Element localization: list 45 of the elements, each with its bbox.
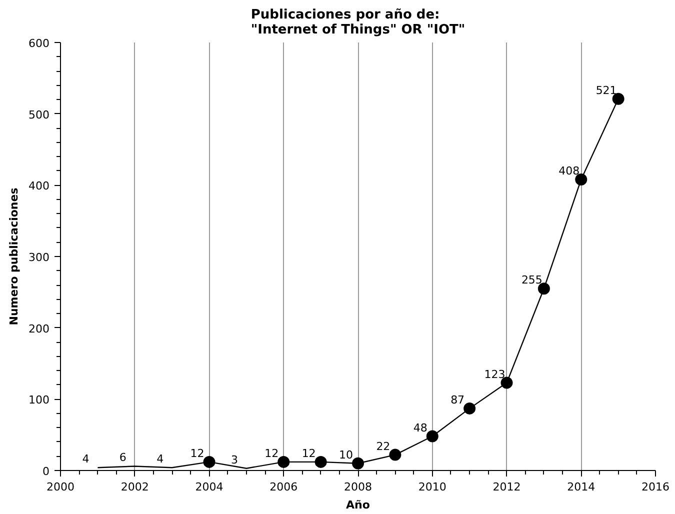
point: [314, 456, 327, 468]
y-tick-label: 500: [28, 108, 50, 122]
x-axis-title: Año: [346, 498, 370, 512]
data-label: 12: [302, 446, 316, 460]
point: [612, 92, 624, 105]
x-tick-label: 2004: [195, 480, 224, 494]
point: [278, 456, 290, 468]
y-tick-label: 200: [28, 322, 50, 336]
data-label: 3: [230, 453, 238, 466]
y-tick-label: 300: [28, 251, 50, 264]
y-tick-label: 100: [28, 394, 50, 407]
data-label: 255: [521, 274, 542, 287]
point: [203, 456, 216, 468]
point: [464, 402, 476, 414]
data-label: 48: [413, 421, 428, 434]
x-tick-label: 2008: [344, 480, 372, 494]
x-tick-label: 2006: [270, 480, 298, 494]
data-label: 6: [119, 451, 126, 464]
point: [500, 376, 513, 389]
point: [426, 430, 438, 442]
x-tick-label: 2014: [567, 480, 596, 494]
chart-title: Publicaciones por año de: "Internet of Things" OR "IOT": [250, 8, 466, 38]
data-label: 87: [450, 393, 465, 406]
data-label: 12: [264, 446, 279, 460]
point: [575, 173, 588, 186]
data-label: 22: [376, 440, 390, 453]
x-tick-label: 2016: [642, 480, 670, 494]
y-tick-label: 0: [42, 465, 50, 478]
data-label: 4: [82, 452, 90, 466]
x-tick-label: 2012: [492, 480, 521, 494]
y-axis-title: Numero publicaciones: [8, 187, 21, 326]
point: [389, 448, 402, 461]
x-tick-label: 2010: [418, 480, 446, 494]
x-tick-label: 2002: [120, 480, 149, 494]
point: [352, 457, 364, 470]
y-tick-label: 600: [28, 37, 50, 50]
point: [538, 282, 550, 295]
data-label: 12: [190, 446, 204, 460]
data-label: 10: [339, 448, 353, 462]
x-tick-label: 2000: [46, 480, 75, 494]
data-label: 4: [156, 452, 164, 466]
data-label: 123: [484, 368, 506, 381]
y-tick-label: 400: [28, 180, 50, 193]
data-label: 408: [558, 164, 580, 178]
data-label: 521: [596, 84, 617, 97]
